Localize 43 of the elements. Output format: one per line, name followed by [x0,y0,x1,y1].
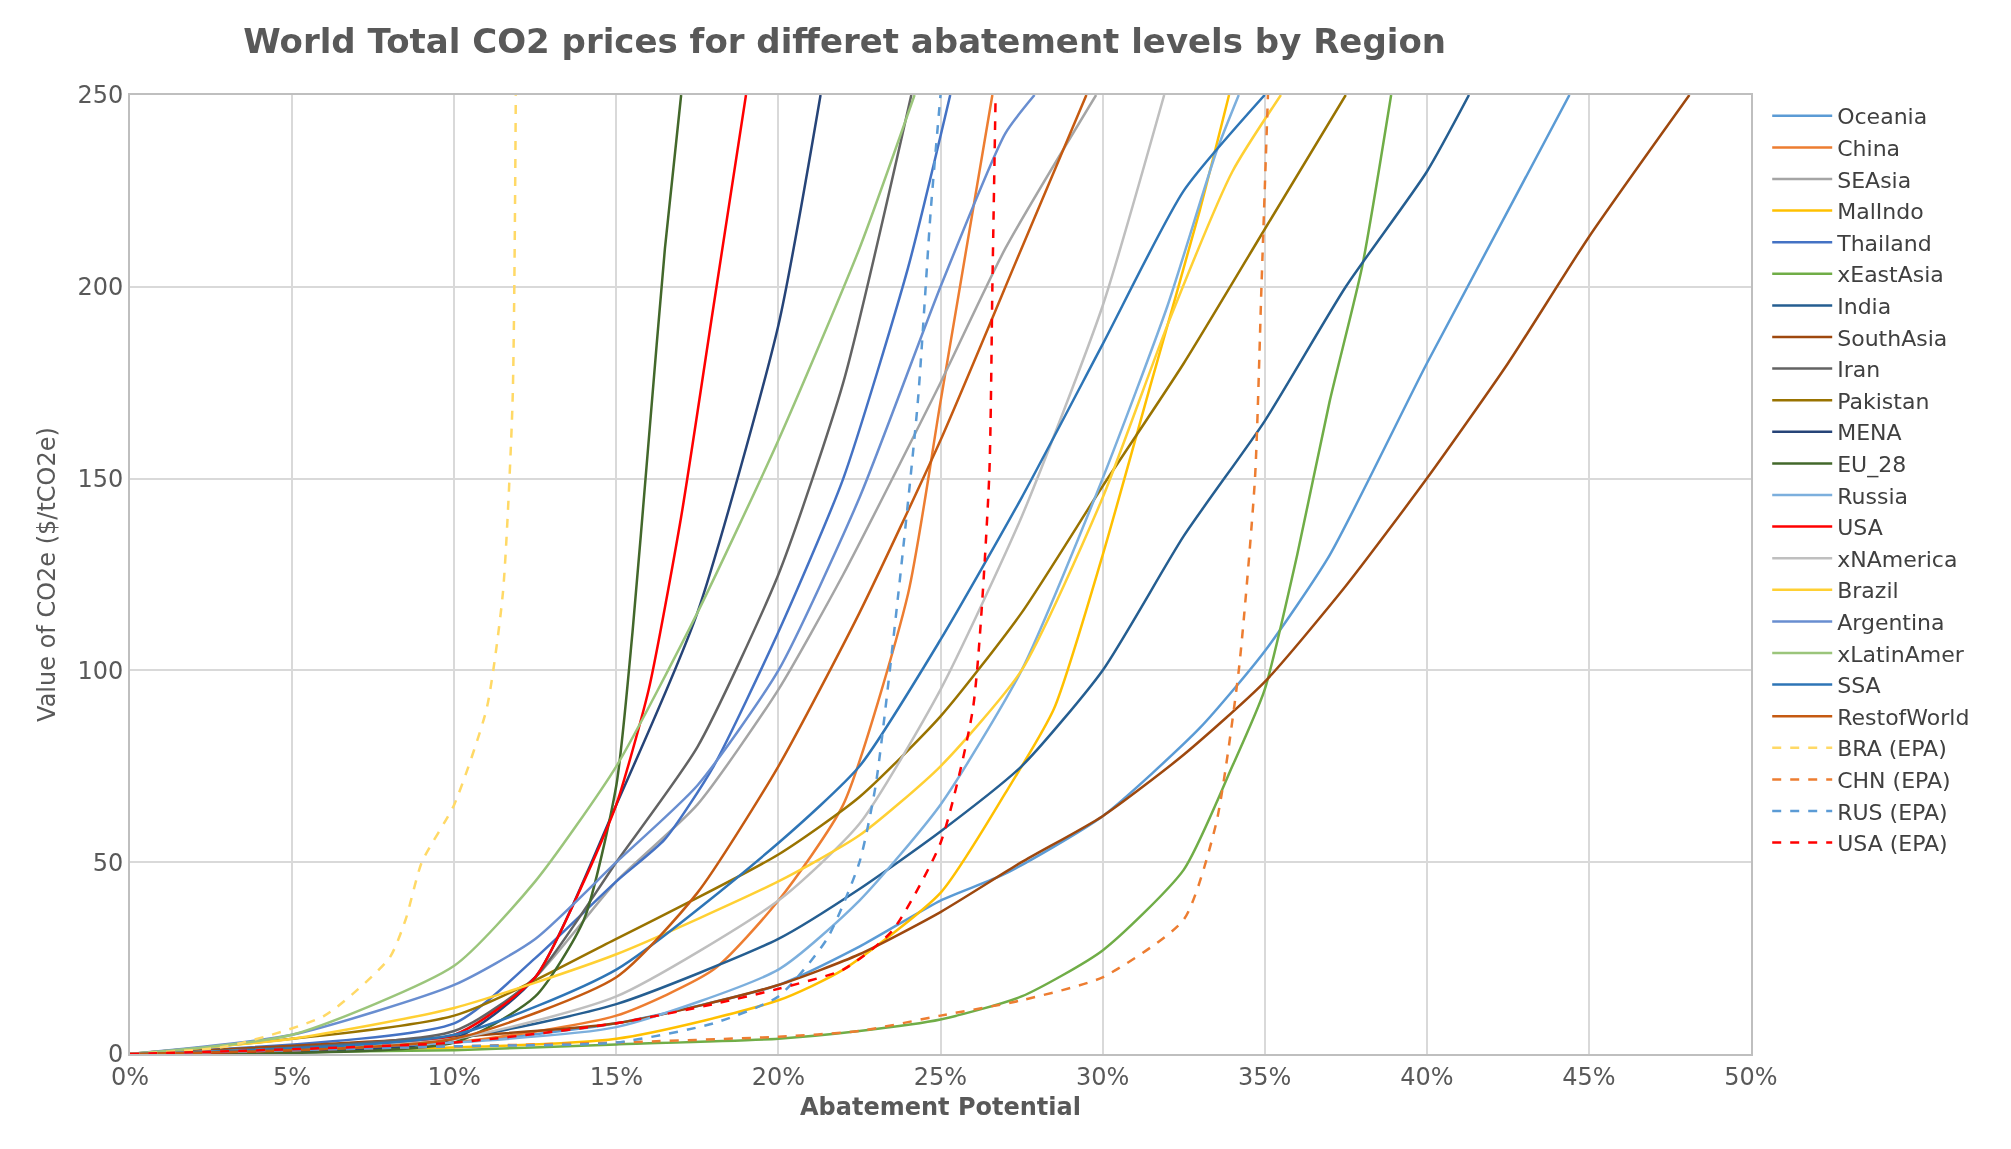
x-tick-label: 15% [589,1062,643,1091]
legend-label: Pakistan [1837,388,1930,414]
legend-label: xEastAsia [1837,262,1944,288]
x-tick-label: 5% [273,1062,312,1091]
x-tick-label: 35% [1238,1062,1292,1091]
y-tick-label: 250 [77,81,124,110]
legend-label: MENA [1837,420,1902,446]
legend-label: RestofWorld [1837,704,1970,730]
y-axis-title: Value of CO2e ($/tCO2e) [32,427,61,722]
legend-label: SEAsia [1837,167,1912,193]
x-tick-label: 30% [1075,1062,1130,1091]
y-tick-label: 200 [77,273,124,302]
legend-label: CHN (EPA) [1837,767,1951,793]
x-axis-title: Abatement Potential [800,1092,1081,1121]
x-tick-label: 0% [110,1062,150,1091]
x-tick-label: 45% [1562,1062,1616,1091]
legend-label: BRA (EPA) [1837,736,1947,762]
legend-label: USA (EPA) [1837,831,1948,857]
legend-label: MalIndo [1837,199,1924,225]
legend-label: Russia [1837,483,1908,509]
legend-label: Argentina [1837,609,1945,635]
legend-label: RUS (EPA) [1837,799,1948,825]
legend-label: Iran [1837,357,1881,383]
x-tick-label: 50% [1724,1062,1778,1091]
legend-label: xNAmerica [1837,546,1958,572]
x-tick-label: 25% [913,1062,968,1091]
legend-label: India [1837,293,1892,319]
y-tick-label: 150 [77,465,124,493]
chart-title: World Total CO2 prices for differet abatement levels by Region [243,20,1446,61]
legend-label: Oceania [1837,104,1928,130]
legend-label: xLatinAmer [1837,641,1965,667]
x-tick-label: 20% [751,1062,806,1091]
y-tick-label: 100 [77,656,124,685]
legend-label: Thailand [1836,230,1932,256]
legend-label: SouthAsia [1837,325,1948,351]
legend-label: EU_28 [1837,451,1907,478]
x-tick-label: 10% [427,1062,481,1091]
legend-label: USA [1837,515,1883,541]
legend-label: SSA [1837,673,1881,699]
legend-label: Brazil [1837,578,1899,604]
y-tick-label: 50 [92,848,124,877]
legend-label: China [1837,135,1901,161]
x-tick-label: 40% [1400,1062,1454,1091]
